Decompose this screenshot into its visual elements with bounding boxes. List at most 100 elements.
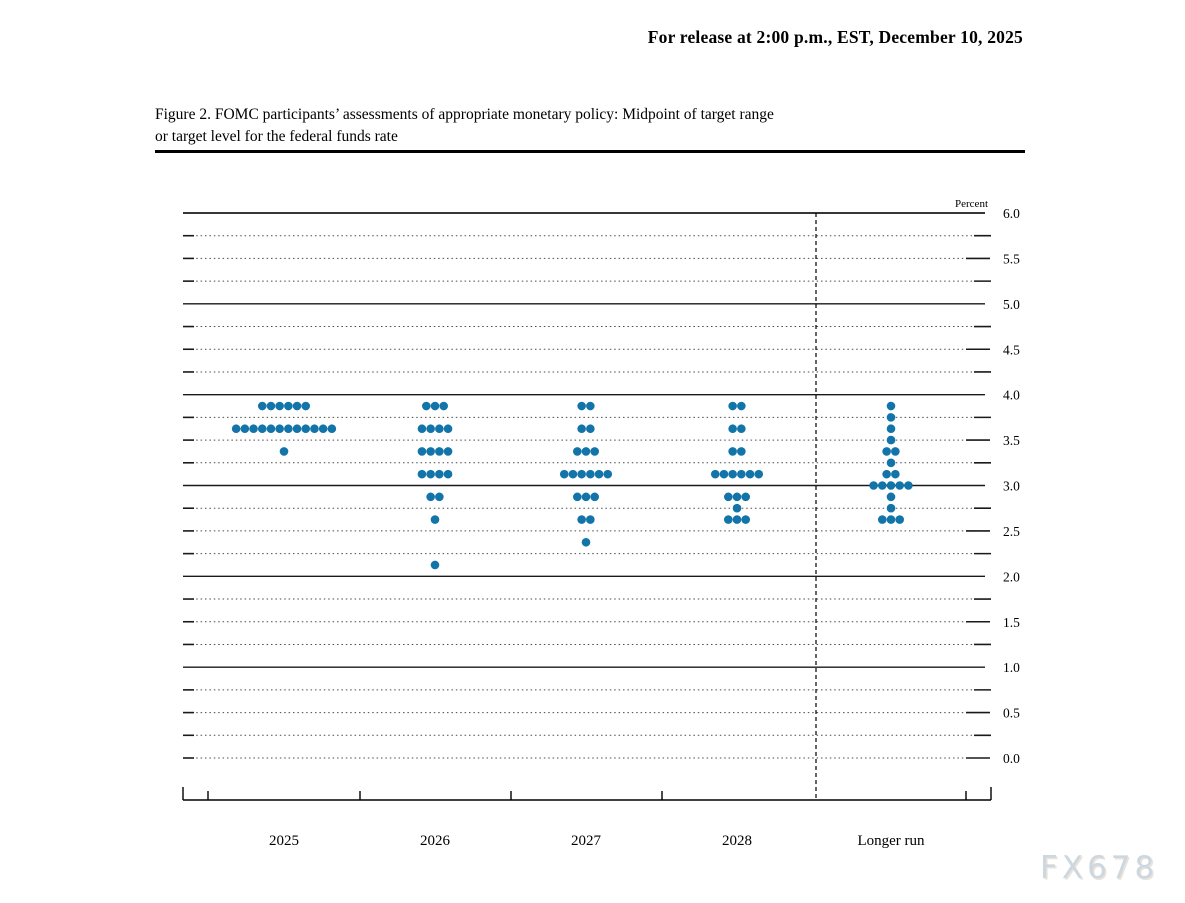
fomc-dot xyxy=(435,447,444,456)
fomc-dot xyxy=(737,424,746,434)
fomc-dot xyxy=(882,447,891,456)
fomc-dot xyxy=(435,492,444,502)
fomc-dot xyxy=(581,447,591,456)
fomc-dot xyxy=(249,424,258,434)
fomc-dot xyxy=(257,401,267,411)
fomc-dot xyxy=(886,492,896,502)
fomc-dot xyxy=(895,515,904,524)
fomc-dot xyxy=(284,424,293,434)
fomc-dot xyxy=(417,424,427,434)
y-tick-label: 2.0 xyxy=(1003,569,1020,584)
y-tick-label: 3.0 xyxy=(1003,479,1020,494)
fomc-dot xyxy=(724,492,733,502)
fomc-dot xyxy=(581,537,591,547)
fomc-dot xyxy=(559,469,569,479)
fomc-dot xyxy=(577,401,586,411)
fomc-dot xyxy=(301,424,311,434)
fomc-dot xyxy=(577,424,586,434)
fomc-dot xyxy=(741,515,750,524)
y-tick-label: 3.5 xyxy=(1003,433,1020,448)
fomc-dot xyxy=(257,424,267,434)
fomc-dot xyxy=(728,424,737,434)
fomc-dot xyxy=(886,401,896,411)
watermark: FX678 xyxy=(1040,850,1159,886)
fomc-dot xyxy=(586,469,595,479)
fomc-dot xyxy=(318,424,328,434)
fomc-dot xyxy=(886,503,896,513)
y-tick-label: 1.5 xyxy=(1003,615,1020,630)
fomc-dot xyxy=(422,401,431,411)
fomc-dot xyxy=(284,401,293,411)
fomc-dot xyxy=(878,515,887,524)
y-tick-label: 5.0 xyxy=(1003,297,1020,312)
x-category-label: 2027 xyxy=(571,833,602,849)
y-tick-label: 0.5 xyxy=(1003,706,1020,721)
fomc-dot xyxy=(904,481,913,490)
fomc-dot xyxy=(728,401,737,411)
fomc-dot xyxy=(886,435,896,445)
fomc-dot xyxy=(266,424,276,434)
fomc-dot xyxy=(327,424,337,434)
fomc-dot xyxy=(426,492,435,502)
x-category-label: 2028 xyxy=(722,833,752,849)
fomc-dot xyxy=(886,481,896,490)
percent-label: Percent xyxy=(955,198,988,210)
y-tick-label: 6.0 xyxy=(1003,206,1020,221)
fomc-dot xyxy=(719,469,729,479)
fomc-dot xyxy=(430,401,440,411)
fomc-dot xyxy=(710,469,720,479)
fomc-dot xyxy=(732,515,742,524)
fomc-dot xyxy=(443,447,453,456)
fomc-dot xyxy=(737,447,746,456)
fomc-dot xyxy=(891,447,900,456)
fomc-dot xyxy=(439,401,449,411)
fomc-dot xyxy=(275,401,284,411)
fomc-dot xyxy=(581,492,591,502)
x-category-label: Longer run xyxy=(857,833,925,849)
fomc-dot xyxy=(590,492,599,502)
fomc-dot xyxy=(430,515,440,524)
release-line: For release at 2:00 p.m., EST, December … xyxy=(647,27,1023,47)
fomc-dot xyxy=(732,503,742,513)
fomc-dot xyxy=(891,469,900,479)
figure-title-line2: or target level for the federal funds ra… xyxy=(155,128,398,145)
fomc-dot xyxy=(590,447,599,456)
fomc-dot xyxy=(577,515,586,524)
fomc-dot xyxy=(732,492,742,502)
fomc-dot xyxy=(724,515,733,524)
fomc-dot xyxy=(586,401,595,411)
fomc-dot xyxy=(869,481,878,490)
fomc-dot xyxy=(586,515,595,524)
fomc-dot xyxy=(417,447,427,456)
fomc-dot xyxy=(443,424,453,434)
fomc-dot xyxy=(240,424,250,434)
fomc-dot xyxy=(878,481,887,490)
fomc-dot xyxy=(594,469,604,479)
fomc-dot xyxy=(882,469,891,479)
fomc-dot xyxy=(443,469,453,479)
x-category-label: 2025 xyxy=(269,833,299,849)
fomc-dot xyxy=(231,424,241,434)
y-tick-label: 0.0 xyxy=(1003,751,1020,766)
fomc-dot xyxy=(435,469,444,479)
fomc-dot xyxy=(275,424,284,434)
fomc-dot xyxy=(310,424,319,434)
y-tick-label: 5.5 xyxy=(1003,251,1020,266)
x-category-label: 2026 xyxy=(420,833,451,849)
y-tick-label: 2.5 xyxy=(1003,524,1020,539)
fomc-dot xyxy=(886,413,896,422)
fomc-dot xyxy=(586,424,595,434)
fomc-dot xyxy=(426,424,435,434)
fomc-dot xyxy=(728,469,737,479)
fomc-dot xyxy=(426,469,435,479)
fomc-dot xyxy=(886,458,896,468)
fomc-dot xyxy=(435,424,444,434)
y-tick-label: 1.0 xyxy=(1003,660,1020,675)
fomc-dot xyxy=(430,560,440,570)
fomc-dot xyxy=(292,401,302,411)
fomc-dot xyxy=(573,447,582,456)
fomc-dot xyxy=(279,447,289,456)
figure-title-line1: Figure 2. FOMC participants’ assessments… xyxy=(155,106,774,123)
fomc-dot xyxy=(568,469,578,479)
